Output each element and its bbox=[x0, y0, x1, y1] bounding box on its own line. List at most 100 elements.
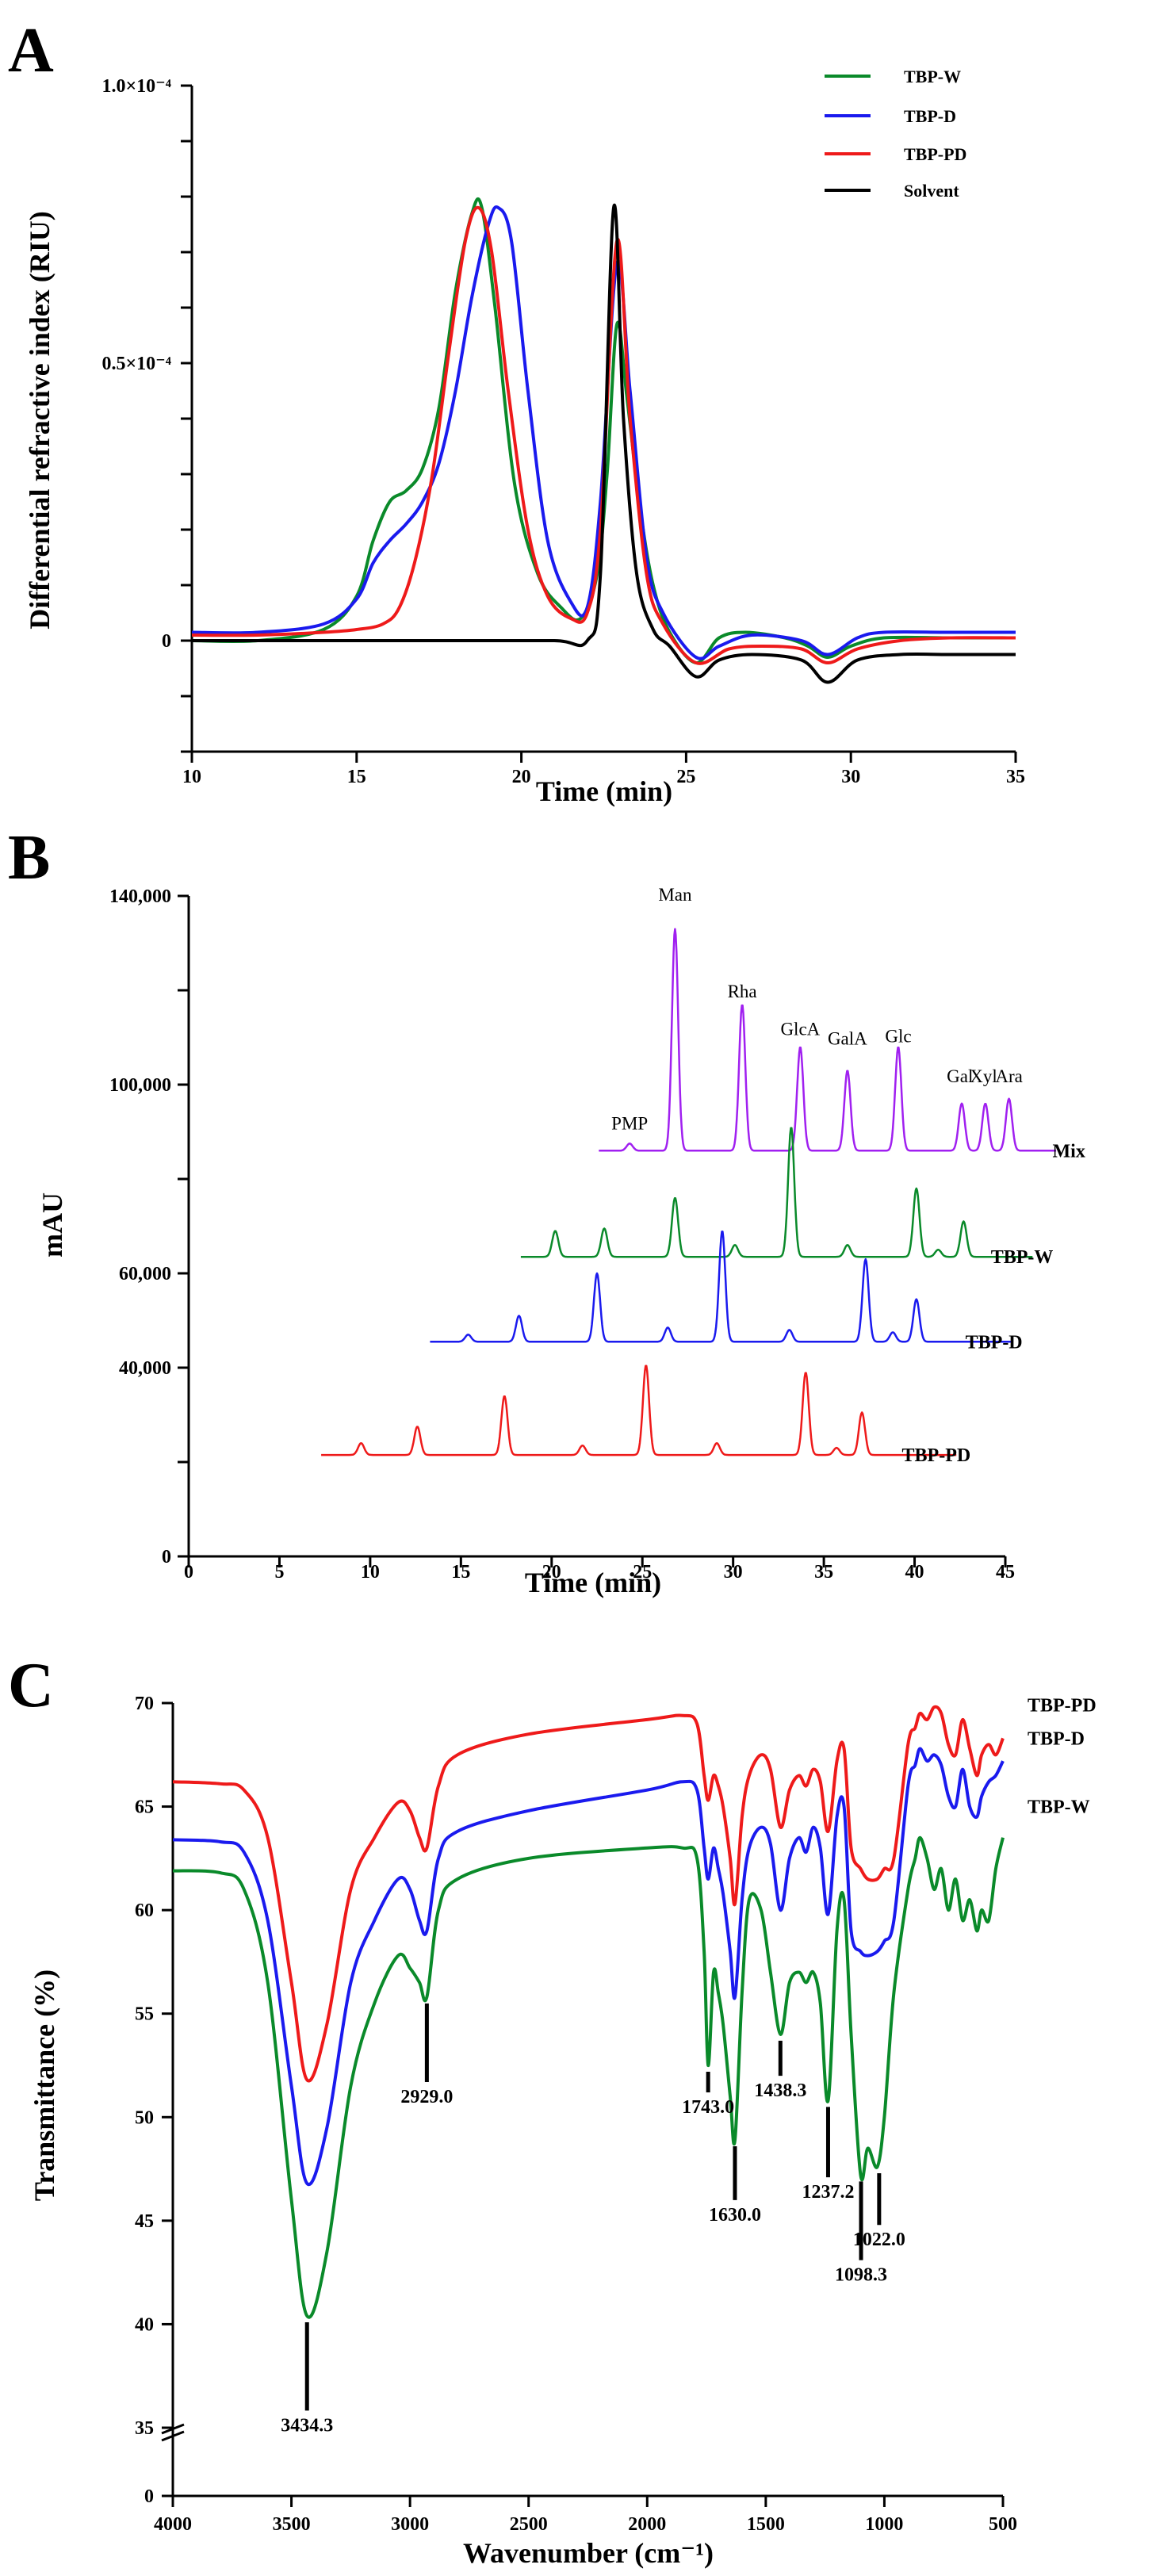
annotation-label-1438-3: 1438.3 bbox=[754, 2080, 806, 2101]
x-tick-label: 1500 bbox=[747, 2514, 785, 2535]
y-tick-label: 35 bbox=[135, 2418, 154, 2439]
series-line-solvent bbox=[191, 203, 1016, 684]
y-tick-label: 60 bbox=[135, 1900, 154, 1921]
x-tick-label: 1000 bbox=[865, 2514, 903, 2535]
x-tick-label: 3500 bbox=[273, 2514, 311, 2535]
y-tick-label: 1.0×10⁻⁴ bbox=[101, 76, 171, 97]
x-tick-label: 15 bbox=[347, 767, 366, 787]
annotation-label-1237-2: 1237.2 bbox=[802, 2182, 854, 2203]
x-tick-label: 15 bbox=[451, 1562, 470, 1583]
y-tick-label: 50 bbox=[135, 2107, 154, 2128]
peak-label-pmp: PMP bbox=[611, 1114, 648, 1134]
x-tick-label: 35 bbox=[814, 1562, 833, 1583]
y-tick-label: 40,000 bbox=[119, 1358, 171, 1379]
peak-label-man: Man bbox=[658, 885, 692, 905]
panel-c-peak-annotations: 3434.3 2929.0 1743.0 1630.0 1438.3 1237.2 1098… bbox=[281, 2003, 905, 2436]
series-line-tbp-d bbox=[172, 1747, 1005, 2187]
y-tick-label: 65 bbox=[135, 1797, 154, 1818]
legend-item-tbp-w: TBP-W bbox=[825, 67, 961, 86]
x-tick-label: 10 bbox=[361, 1562, 380, 1583]
annotation-label-3434-3: 3434.3 bbox=[281, 2415, 333, 2436]
x-tick-label: 40 bbox=[905, 1562, 924, 1583]
panel-c-x-ticks: 4000 3500 3000 2500 2000 1500 1000 500 bbox=[154, 2496, 1017, 2535]
series-label-mix: Mix bbox=[1053, 1141, 1085, 1162]
panel-a-spectrum-chart: A 10 15 20 25 30 35 0 0.5×10⁻⁴ 1.0×10⁻⁴ Time (m… bbox=[8, 16, 1025, 807]
panel-a-x-axis-title: Time (min) bbox=[536, 775, 672, 807]
x-tick-label: 30 bbox=[724, 1562, 743, 1583]
panel-b-y-ticks: 0 40,000 60,000 100,000 140,000 bbox=[109, 886, 189, 1567]
panel-b-y-axis-title: mAU bbox=[36, 1192, 68, 1257]
series-line-tbp-pd bbox=[191, 205, 1016, 665]
annotation-label-2929-0: 2929.0 bbox=[400, 2087, 453, 2107]
series-label-tbp-d: TBP-D bbox=[966, 1332, 1023, 1353]
x-tick-label: 25 bbox=[676, 767, 695, 787]
peak-label-glc: Glc bbox=[885, 1026, 911, 1046]
x-tick-label: 2500 bbox=[510, 2514, 548, 2535]
series-label-tbp-pd: TBP-PD bbox=[902, 1445, 971, 1466]
x-tick-label: 20 bbox=[512, 767, 531, 787]
x-tick-label: 20 bbox=[542, 1562, 561, 1583]
panel-b-series: Mix TBP-W TBP-D TBP-PD bbox=[320, 928, 1085, 1466]
panel-c-ftir-chart: C 4000 3500 3000 2500 2000 1500 1000 500 0 35 40 4… bbox=[8, 1651, 1097, 2569]
series-label-tbp-d: TBP-D bbox=[1028, 1728, 1085, 1749]
panel-b-chromatogram-chart: B 0 5 10 15 20 25 30 35 40 45 0 40,000 60,000 100,00… bbox=[8, 823, 1085, 1598]
y-tick-label: 0 bbox=[162, 631, 171, 652]
annotation-label-1743-0: 1743.0 bbox=[682, 2097, 734, 2118]
peak-label-xyl: Xyl bbox=[970, 1066, 997, 1086]
x-tick-label: 25 bbox=[633, 1562, 652, 1583]
legend-item-tbp-d: TBP-D bbox=[825, 106, 956, 126]
legend-label-solvent: Solvent bbox=[904, 181, 959, 201]
panel-a-y-ticks: 0 0.5×10⁻⁴ 1.0×10⁻⁴ bbox=[101, 76, 192, 753]
panel-c-y-ticks: 0 35 40 45 50 55 60 65 70 bbox=[135, 1694, 173, 2507]
x-tick-label: 45 bbox=[996, 1562, 1015, 1583]
panel-b-x-ticks: 0 5 10 15 20 25 30 35 40 45 bbox=[184, 1556, 1015, 1583]
x-tick-label: 3000 bbox=[391, 2514, 429, 2535]
panel-c-axis-break-mark bbox=[161, 2430, 185, 2442]
y-tick-label: 140,000 bbox=[109, 886, 171, 907]
peak-label-gala: GalA bbox=[828, 1028, 867, 1048]
y-tick-label: 0.5×10⁻⁴ bbox=[101, 354, 171, 374]
panel-a-legend: TBP-W TBP-D TBP-PD Solvent bbox=[825, 67, 966, 201]
panel-c-y-axis-title: Transmittance (%) bbox=[29, 1969, 60, 2201]
panel-b-letter: B bbox=[8, 823, 50, 893]
panel-a-letter: A bbox=[8, 16, 54, 86]
x-tick-label: 5 bbox=[274, 1562, 284, 1583]
y-tick-label: 55 bbox=[135, 2004, 154, 2025]
legend-label-tbp-pd: TBP-PD bbox=[904, 144, 966, 164]
peak-label-gal: Gal bbox=[947, 1066, 973, 1086]
series-line-tbp-d bbox=[191, 205, 1016, 660]
series-line-mix bbox=[598, 928, 1057, 1152]
annotation-label-1098-3: 1098.3 bbox=[835, 2265, 887, 2286]
series-line-tbp-w bbox=[520, 1127, 1033, 1258]
series-label-tbp-w: TBP-W bbox=[991, 1247, 1054, 1268]
peak-label-ara: Ara bbox=[995, 1066, 1022, 1086]
panel-c-letter: C bbox=[8, 1651, 54, 1721]
panel-c-x-axis-title: Wavenumber (cm⁻¹) bbox=[463, 2537, 714, 2569]
series-label-tbp-pd: TBP-PD bbox=[1028, 1696, 1097, 1717]
x-tick-label: 500 bbox=[989, 2514, 1017, 2535]
series-line-tbp-pd bbox=[172, 1705, 1005, 2083]
panel-a-x-ticks: 10 15 20 25 30 35 bbox=[182, 752, 1025, 787]
series-line-tbp-w bbox=[172, 1835, 1005, 2319]
series-line-tbp-pd bbox=[320, 1365, 957, 1456]
series-label-tbp-w: TBP-W bbox=[1028, 1797, 1090, 1818]
legend-label-tbp-w: TBP-W bbox=[904, 67, 961, 86]
legend-item-solvent: Solvent bbox=[825, 181, 959, 201]
legend-label-tbp-d: TBP-D bbox=[904, 106, 956, 126]
y-tick-label: 60,000 bbox=[119, 1264, 171, 1284]
peak-label-rha: Rha bbox=[728, 982, 757, 1001]
annotation-label-1022-0: 1022.0 bbox=[853, 2230, 905, 2250]
peak-label-glca: GlcA bbox=[780, 1020, 820, 1039]
panel-a-y-axis-title: Differential refractive index (RIU) bbox=[24, 211, 55, 630]
y-tick-label: 0 bbox=[162, 1547, 171, 1567]
y-tick-label: 0 bbox=[144, 2486, 154, 2507]
x-tick-label: 2000 bbox=[628, 2514, 666, 2535]
panel-c-series: TBP-PD TBP-D TBP-W bbox=[172, 1696, 1097, 2319]
series-line-tbp-d bbox=[430, 1231, 1012, 1343]
y-tick-label: 70 bbox=[135, 1694, 154, 1714]
panel-b-x-axis-title: Time (min) bbox=[525, 1567, 661, 1598]
y-tick-label: 45 bbox=[135, 2211, 154, 2232]
annotation-label-1630-0: 1630.0 bbox=[709, 2205, 761, 2226]
